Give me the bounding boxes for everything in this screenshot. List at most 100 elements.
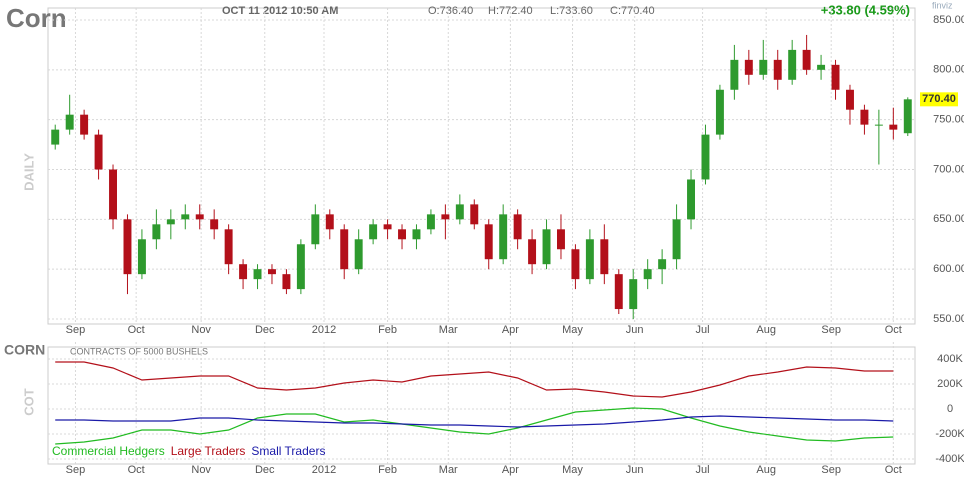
legend-label: Commercial Hedgers bbox=[52, 444, 165, 458]
candle-body bbox=[65, 114, 74, 130]
x-tick-label: 2012 bbox=[312, 324, 336, 336]
x-tick-label: Aug bbox=[756, 324, 776, 336]
cot-title: CORN bbox=[4, 342, 45, 358]
candle-body bbox=[412, 229, 421, 240]
x-tick-label: Apr bbox=[502, 324, 519, 336]
candle-body bbox=[860, 109, 869, 125]
candle-body bbox=[672, 219, 681, 260]
candle-body bbox=[846, 89, 854, 110]
y-tick-label: 700.00 bbox=[933, 163, 964, 175]
candle-body bbox=[470, 204, 479, 225]
candle-body bbox=[311, 214, 320, 245]
candle-body bbox=[181, 214, 190, 220]
x-tick-label: Jul bbox=[696, 324, 710, 336]
high-label: H:772.40 bbox=[488, 5, 533, 17]
price-frame bbox=[47, 7, 916, 325]
y-tick-label: 550.00 bbox=[933, 313, 964, 325]
x-tick-label: Jul bbox=[696, 464, 710, 476]
candle-body bbox=[614, 274, 623, 310]
y-tick-label: 200K bbox=[937, 378, 963, 390]
low-label: L:733.60 bbox=[550, 5, 593, 17]
x-tick-label: Mar bbox=[439, 324, 458, 336]
candle-body bbox=[426, 214, 435, 230]
y-tick-label: -200K bbox=[935, 428, 964, 440]
x-tick-label: 2012 bbox=[312, 464, 336, 476]
x-tick-label: Mar bbox=[439, 464, 458, 476]
chart-title: Corn bbox=[6, 3, 67, 33]
brand: finviz bbox=[932, 0, 953, 10]
x-tick-label: Oct bbox=[128, 464, 145, 476]
x-tick-label: Nov bbox=[191, 324, 211, 336]
x-tick-label: Sep bbox=[821, 324, 841, 336]
x-tick-label: Jun bbox=[626, 324, 644, 336]
candle-body bbox=[109, 169, 117, 220]
candle-body bbox=[528, 239, 537, 265]
last-price-box bbox=[920, 92, 958, 107]
candle-body bbox=[730, 59, 739, 90]
candle-body bbox=[788, 49, 797, 80]
candle-body bbox=[629, 279, 638, 310]
cot-y-label: COT bbox=[21, 388, 36, 416]
change: +33.80 (4.59%) bbox=[821, 2, 910, 17]
x-tick-label: Sep bbox=[66, 464, 86, 476]
candle-body bbox=[441, 214, 450, 220]
candle-body bbox=[224, 229, 233, 265]
x-tick-label: Sep bbox=[821, 464, 841, 476]
x-tick-label: Apr bbox=[502, 464, 519, 476]
candle-body bbox=[51, 129, 60, 145]
x-tick-label: May bbox=[562, 324, 583, 336]
legend-label: Small Traders bbox=[251, 444, 325, 458]
close-label: C:770.40 bbox=[610, 5, 655, 17]
legend-label: Large Traders bbox=[171, 444, 246, 458]
x-tick-label: Dec bbox=[255, 324, 275, 336]
open-label: O:736.40 bbox=[428, 5, 473, 17]
cot-line bbox=[55, 361, 894, 398]
candle-body bbox=[831, 64, 840, 90]
candle-body bbox=[600, 239, 609, 275]
y-tick-label: 650.00 bbox=[933, 213, 964, 225]
candle-body bbox=[282, 274, 291, 290]
y-tick-label: 600.00 bbox=[933, 263, 964, 275]
cot-subtitle: CONTRACTS OF 5000 BUSHELS bbox=[70, 346, 208, 356]
cot-frame bbox=[47, 346, 916, 465]
cot-line bbox=[55, 415, 894, 428]
y-tick-label: 750.00 bbox=[933, 114, 964, 126]
y-tick-label: -400K bbox=[935, 453, 964, 465]
candle-body bbox=[195, 214, 204, 220]
x-tick-label: Oct bbox=[128, 324, 145, 336]
candle-body bbox=[354, 239, 363, 270]
candle-body bbox=[499, 214, 508, 260]
x-tick-label: Dec bbox=[255, 464, 275, 476]
x-tick-label: Jun bbox=[626, 464, 644, 476]
candle-body bbox=[817, 64, 826, 70]
candle-body bbox=[398, 229, 406, 240]
x-tick-label: Oct bbox=[885, 324, 902, 336]
candle-body bbox=[123, 219, 132, 275]
candle-body bbox=[542, 229, 551, 265]
y-tick-label: 400K bbox=[937, 353, 963, 365]
x-tick-label: Feb bbox=[378, 464, 397, 476]
candle-body bbox=[166, 219, 175, 225]
y-label: DAILY bbox=[21, 153, 36, 191]
candle-body bbox=[643, 269, 652, 280]
y-tick-label: 800.00 bbox=[933, 64, 964, 76]
candle-body bbox=[874, 124, 883, 126]
cot-line bbox=[55, 407, 894, 445]
candle-body bbox=[889, 124, 898, 130]
candle-body bbox=[340, 229, 349, 270]
candle-body bbox=[325, 214, 334, 230]
x-tick-label: Sep bbox=[66, 324, 86, 336]
candle-body bbox=[571, 249, 580, 280]
date: OCT 11 2012 10:50 AM bbox=[222, 5, 338, 17]
candle-body bbox=[513, 214, 522, 240]
candle-body bbox=[687, 179, 695, 220]
candle-body bbox=[152, 224, 161, 240]
candle-body bbox=[383, 224, 392, 230]
candle-body bbox=[484, 224, 493, 260]
x-tick-label: Oct bbox=[885, 464, 902, 476]
candle-body bbox=[744, 59, 753, 75]
candle-body bbox=[296, 244, 305, 290]
x-tick-label: Nov bbox=[191, 464, 211, 476]
candle-body bbox=[701, 134, 710, 180]
